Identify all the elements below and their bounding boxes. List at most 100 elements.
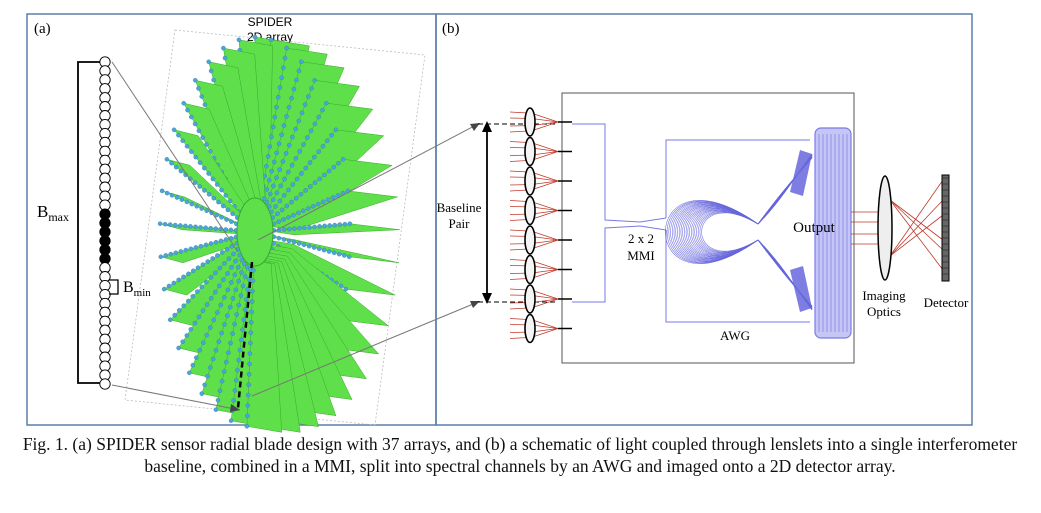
arm-lenslet	[167, 222, 173, 227]
arm-lenslet	[331, 164, 337, 170]
center-aperture	[236, 197, 274, 267]
arm-lenslet	[188, 246, 194, 252]
arm-lenslet	[298, 192, 304, 197]
arm-lenslet	[286, 226, 292, 232]
arm-lenslet	[184, 333, 190, 338]
awg-arm	[699, 212, 759, 252]
arm-lenslet	[226, 350, 231, 355]
incoming-ray	[509, 189, 529, 192]
arm-lenslet	[341, 253, 347, 258]
lenslet	[524, 284, 536, 314]
arm-lenslet	[219, 215, 224, 220]
arm-lenslet	[329, 132, 334, 138]
arm-lenslet	[157, 221, 163, 226]
arm-lenslet	[199, 284, 205, 290]
arm-lenslet	[291, 86, 297, 92]
baseline-arrowhead-bottom	[482, 293, 492, 304]
incoming-ray	[509, 141, 529, 143]
arm-lenslet	[192, 180, 198, 185]
arm-lenslet	[224, 247, 230, 252]
arm-lenslet	[277, 167, 282, 172]
arm-lenslet	[224, 217, 229, 222]
arm-lenslet	[290, 134, 295, 140]
focused-ray	[530, 180, 559, 191]
arm-lenslet	[222, 295, 227, 300]
arm-lenslet	[337, 222, 343, 227]
incoming-ray	[509, 318, 529, 320]
arm-lenslet	[217, 265, 223, 271]
arm-lenslet	[181, 274, 186, 280]
arm-lenslet	[169, 160, 174, 166]
arm-lenslet	[213, 407, 219, 412]
arm-lenslet	[279, 75, 284, 80]
arm-lenslet	[235, 367, 240, 373]
arm-lenslet	[336, 251, 342, 257]
arm-lenslet	[315, 201, 321, 207]
arm-lenslet	[205, 259, 210, 264]
arm-lenslet	[231, 398, 236, 403]
arm-lenslet	[322, 223, 327, 229]
arm-lenslet	[312, 78, 317, 83]
arm-lenslet	[240, 283, 246, 289]
arm-lenslet	[245, 403, 251, 408]
arm-lenslet	[306, 94, 311, 99]
arm-lenslet	[221, 45, 226, 51]
arm-lenslet	[186, 298, 191, 304]
arm-lenslet	[310, 204, 316, 209]
arm-lenslet	[273, 204, 278, 209]
arm-lenslet	[276, 219, 281, 224]
arm-lenslet	[176, 132, 181, 138]
arm-lenslet	[217, 283, 222, 289]
figure-caption: Fig. 1. (a) SPIDER sensor radial blade d…	[22, 434, 1018, 476]
arm-lenslet	[306, 206, 311, 211]
arm-lenslet	[176, 345, 181, 351]
arm-lenslet	[220, 250, 225, 255]
panel-a-label: (a)	[34, 21, 51, 37]
arm-lenslet	[232, 272, 238, 278]
arm-lenslet	[291, 239, 297, 245]
arm-lenslet	[294, 176, 300, 182]
detector	[941, 174, 950, 282]
lenslet	[524, 254, 536, 285]
arm-lenslet	[278, 183, 283, 189]
arm-lenslet	[280, 159, 286, 164]
arm-lenslet	[245, 287, 250, 292]
arm-lenslet	[219, 330, 224, 336]
arm-lenslet	[325, 197, 331, 202]
arm-lenslet	[281, 217, 286, 222]
arm-lenslet	[164, 190, 170, 196]
arm-lenslet	[307, 225, 312, 230]
arm-lenslet	[239, 337, 244, 343]
arm-lenslet	[206, 59, 211, 65]
lenslet	[524, 136, 536, 167]
arm-lenslet	[265, 154, 271, 159]
arm-lenslet	[215, 310, 220, 315]
arm-lenslet	[267, 144, 273, 149]
arm-lenslet	[232, 321, 237, 327]
arm-lenslet	[266, 177, 272, 183]
arm-lenslet	[301, 142, 306, 147]
arm-lenslet	[194, 204, 200, 209]
arm-lenslet	[171, 280, 177, 286]
arm-lenslet	[292, 226, 297, 231]
imaging-label-line1: Imaging	[862, 288, 906, 303]
arm-lenslet	[232, 388, 238, 393]
arm-lenslet	[271, 183, 276, 189]
arm-lenslet	[210, 356, 216, 362]
arm-lenslet	[302, 102, 308, 107]
arm-lenslet	[270, 197, 276, 202]
arm-lenslet	[194, 355, 199, 360]
arm-lenslet	[249, 309, 254, 315]
link-arrowhead-bottom	[470, 301, 480, 308]
focused-ray	[530, 289, 559, 300]
arm-lenslet	[202, 382, 207, 388]
arm-lenslet	[178, 249, 184, 254]
arm-lenslet	[274, 175, 279, 180]
arm-lenslet	[211, 195, 217, 201]
awg-arm	[677, 204, 759, 260]
awg-lower-taper	[790, 266, 812, 312]
arm-lenslet	[225, 313, 230, 318]
awg-upper-taper	[790, 150, 812, 196]
arm-lenslet	[330, 195, 336, 200]
